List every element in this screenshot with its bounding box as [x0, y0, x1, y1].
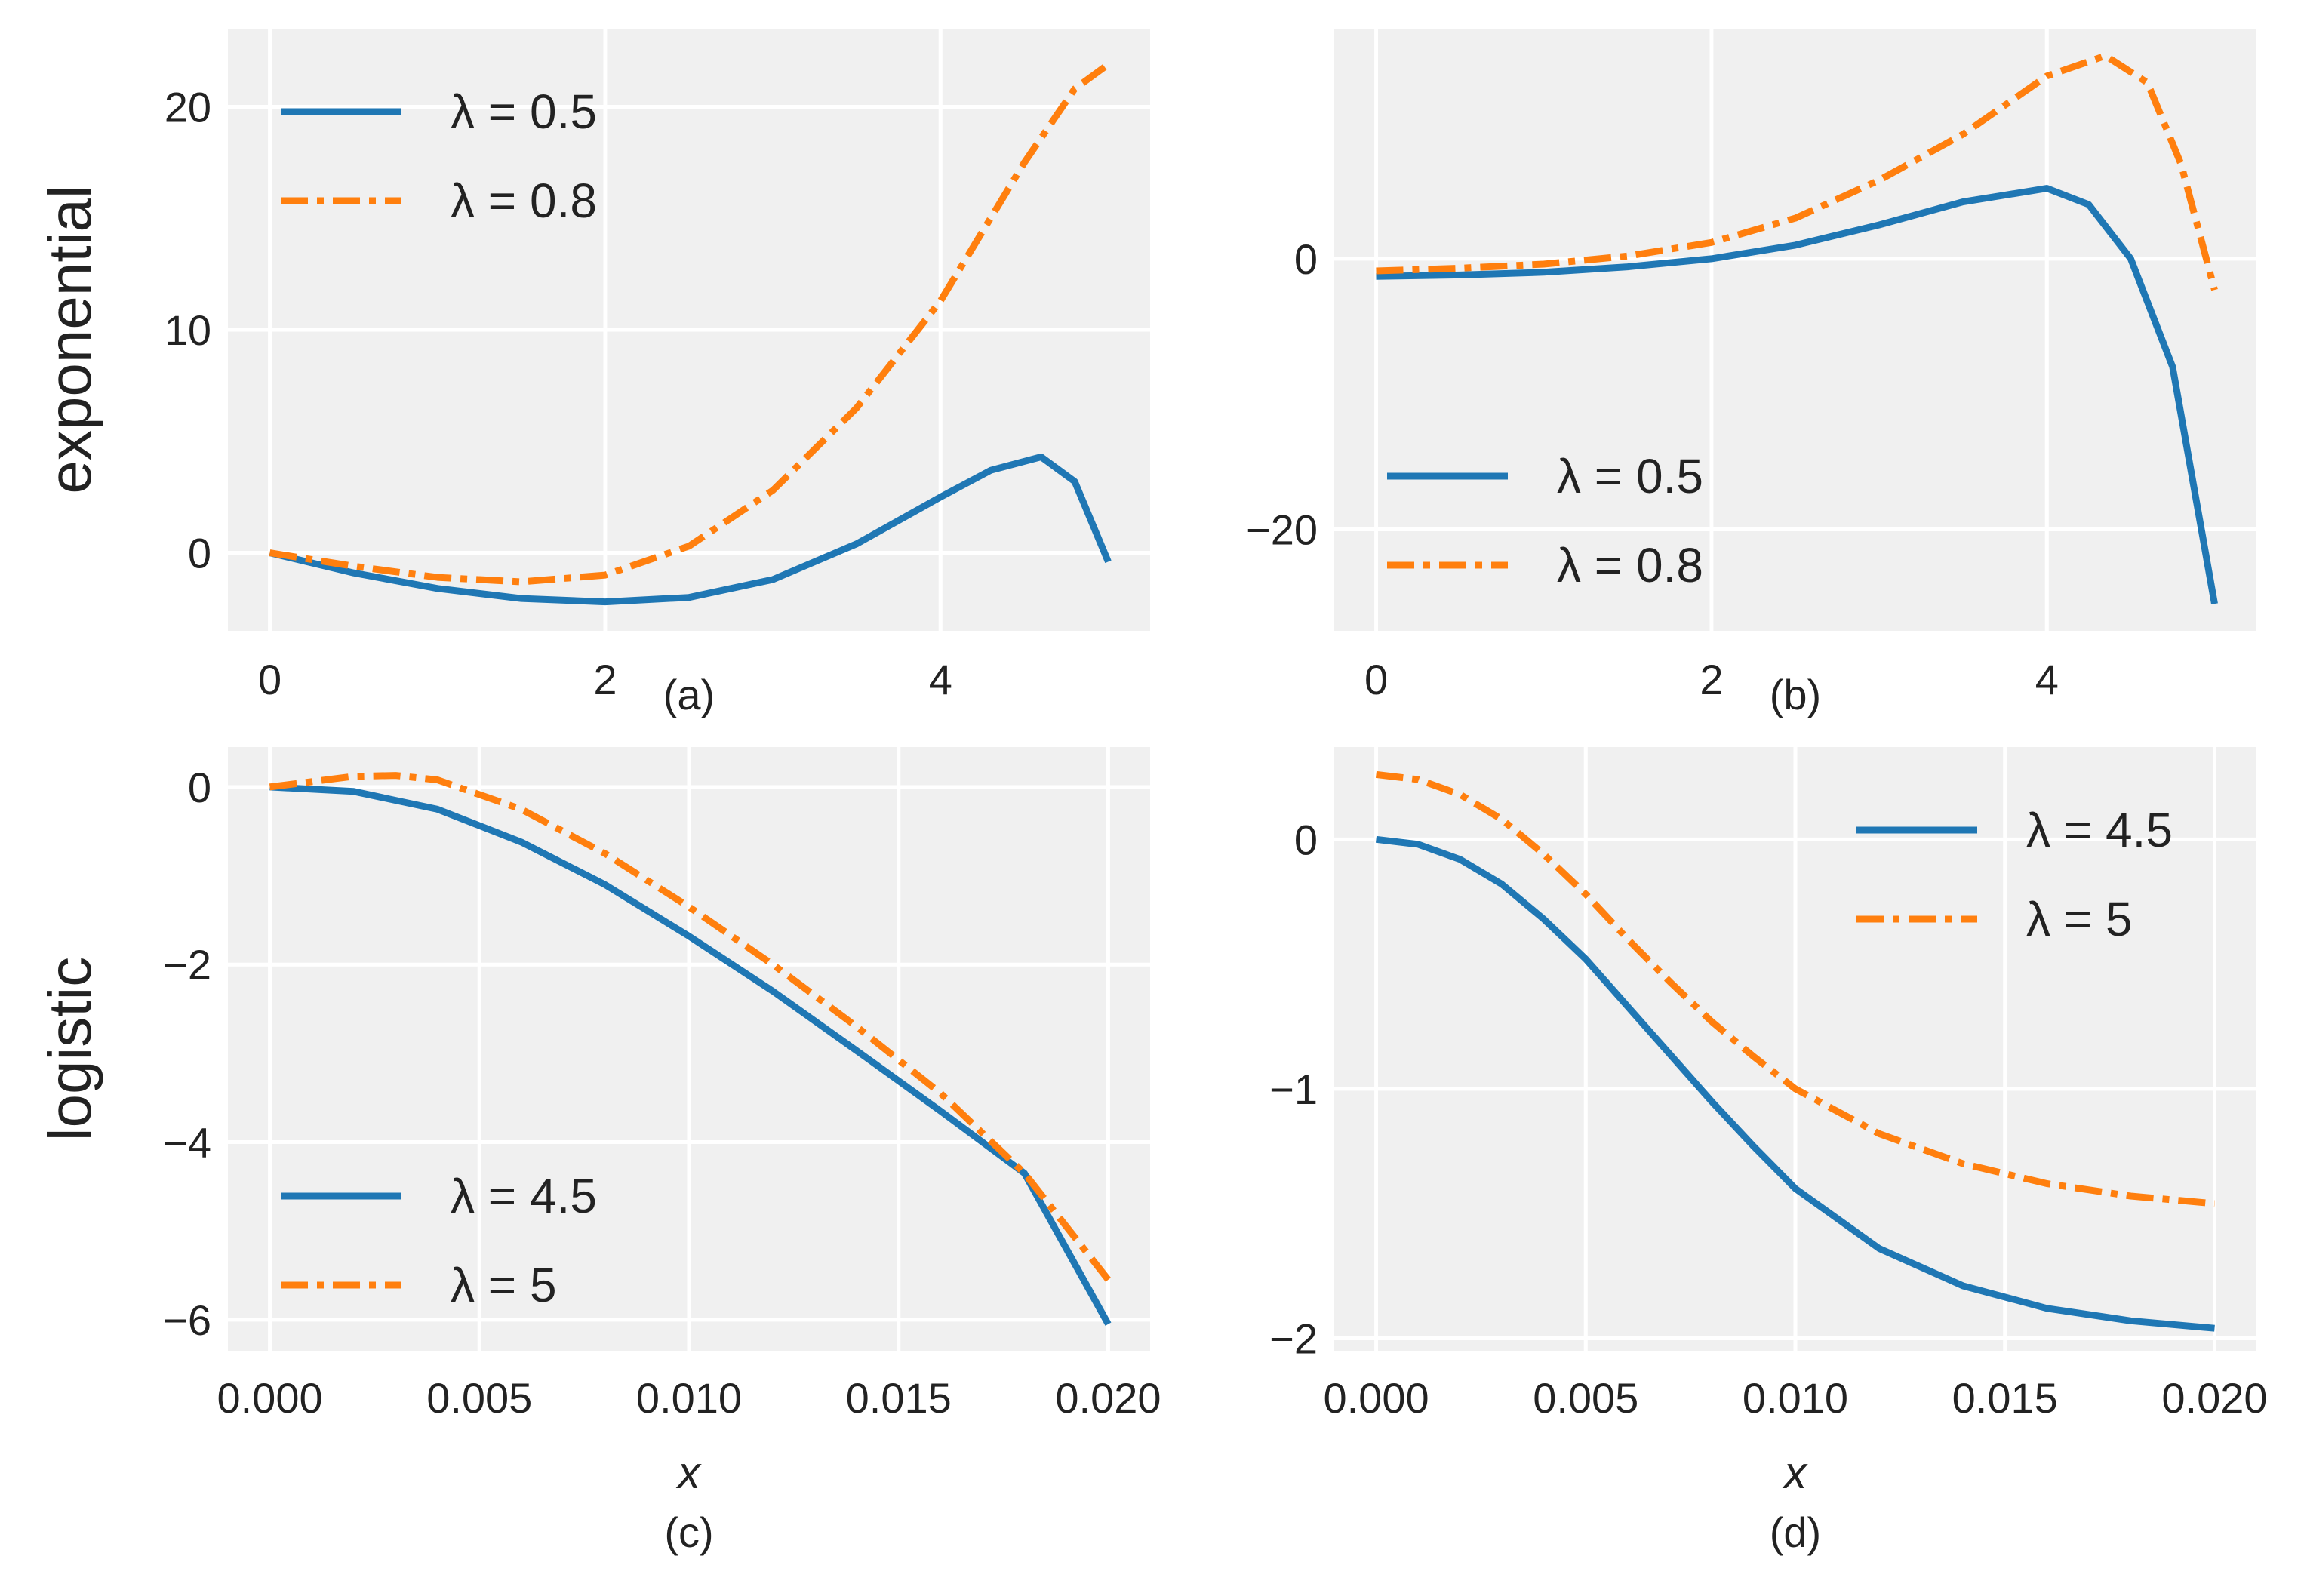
legend-label-1: λ = 4.5	[2026, 803, 2173, 857]
legend-label-2: λ = 0.8	[451, 174, 597, 228]
legend-label-1: λ = 4.5	[451, 1169, 597, 1223]
y-tick-label: 0	[1294, 816, 1318, 863]
x-tick-label: 4	[2035, 656, 2059, 703]
x-tick-label: 0.005	[426, 1374, 532, 1422]
x-tick-label: 0.020	[2161, 1374, 2267, 1422]
panel-b: 0 2 4 −20 0 λ = 0.5 λ = 0.8 (b)	[1246, 29, 2256, 718]
legend-label-1: λ = 0.5	[1557, 449, 1703, 503]
x-tick-label: 0.010	[1743, 1374, 1848, 1422]
legend-label-2: λ = 5	[451, 1258, 557, 1312]
y-tick-label: 20	[165, 83, 211, 131]
series-line-1	[269, 454, 1112, 606]
x-tick-label: 0.005	[1533, 1374, 1638, 1422]
x-tick-label: 2	[593, 656, 617, 703]
x-tick-label: 0.020	[1055, 1374, 1161, 1422]
y-tick-label: −2	[1269, 1315, 1318, 1362]
row-label-logistic: logistic	[36, 957, 103, 1142]
y-tick-label: −20	[1246, 506, 1318, 554]
x-tick-label: 0.010	[636, 1374, 742, 1422]
panel-caption: (d)	[1770, 1508, 1821, 1556]
series-line-2	[269, 772, 1112, 1282]
x-tick-label: 0	[1364, 656, 1388, 703]
y-tick-label: 0	[1294, 235, 1318, 283]
y-tick-label: 10	[165, 306, 211, 354]
x-tick-label: 0	[258, 656, 281, 703]
x-tick-label: 0.000	[217, 1374, 322, 1422]
y-tick-label: 0	[188, 530, 211, 577]
panel-caption: (a)	[663, 671, 715, 718]
legend-label-2: λ = 0.8	[1557, 538, 1703, 592]
series-line-1	[269, 783, 1112, 1326]
panel-caption: (c)	[664, 1508, 713, 1556]
x-tick-label: 4	[929, 656, 952, 703]
panel-b-background	[1334, 29, 2256, 631]
series-line-2	[1376, 52, 2218, 291]
panel-c: 0.000 0.005 0.010 0.015 0.020 −6 −4 −2 0 λ = 4.5 λ…	[163, 747, 1161, 1556]
y-tick-label: 0	[188, 764, 211, 811]
legend-label-2: λ = 5	[2026, 892, 2133, 946]
x-tick-label: 0.000	[1323, 1374, 1429, 1422]
x-tick-label: 0.015	[1952, 1374, 2058, 1422]
series-line-2	[1375, 770, 2215, 1207]
series-line-1	[1376, 185, 2218, 604]
x-axis-label: x	[675, 1447, 702, 1498]
x-axis-label: x	[1782, 1447, 1808, 1498]
y-tick-label: −1	[1269, 1066, 1318, 1113]
panel-caption: (b)	[1770, 671, 1821, 718]
legend-label-1: λ = 0.5	[451, 85, 597, 139]
series-line-1	[1375, 835, 2215, 1332]
y-tick-label: −2	[163, 941, 211, 989]
series-line-2	[269, 61, 1111, 586]
row-label-exponential: exponential	[36, 185, 103, 494]
y-tick-label: −6	[163, 1296, 211, 1344]
x-tick-label: 2	[1700, 656, 1723, 703]
panel-d: 0.000 0.005 0.010 0.015 0.020 −2 −1 0 λ = 4.5 λ =…	[1269, 747, 2268, 1556]
panel-a: 0 2 4 0 10 20 λ = 0.5 λ = 0.8 (a)	[165, 29, 1150, 718]
y-tick-label: −4	[163, 1119, 211, 1167]
x-tick-label: 0.015	[846, 1374, 952, 1422]
